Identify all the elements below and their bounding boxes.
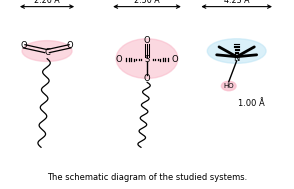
Ellipse shape [116, 39, 178, 78]
Ellipse shape [22, 41, 72, 61]
Text: N: N [233, 54, 240, 63]
Text: 2.26 Å: 2.26 Å [34, 0, 60, 5]
Text: O: O [172, 55, 178, 64]
Text: HO: HO [223, 83, 234, 89]
Text: O: O [144, 74, 150, 83]
Text: 2.50 Å: 2.50 Å [134, 0, 160, 5]
Text: O: O [116, 55, 122, 64]
Text: C: C [44, 48, 50, 57]
Text: O: O [21, 41, 27, 50]
Text: S: S [144, 55, 150, 64]
Circle shape [221, 81, 236, 91]
Text: The schematic diagram of the studied systems.: The schematic diagram of the studied sys… [47, 173, 247, 182]
Text: O: O [67, 41, 73, 50]
Text: 1.00 Å: 1.00 Å [238, 98, 265, 108]
Ellipse shape [207, 39, 266, 63]
Text: O: O [144, 36, 150, 45]
Text: 4.23 Å: 4.23 Å [224, 0, 249, 5]
